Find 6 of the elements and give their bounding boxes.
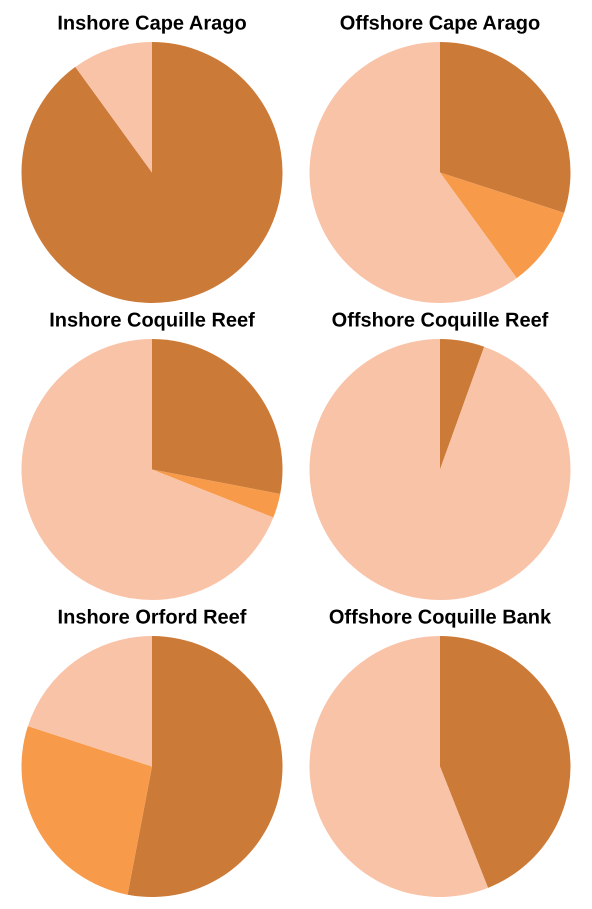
chart-title: Inshore Coquille Reef (49, 310, 256, 332)
chart-title: Offshore Coquille Reef (332, 310, 549, 332)
chart-title: Inshore Cape Arago (57, 12, 247, 35)
chart-title: Offshore Coquille Bank (328, 606, 552, 629)
chart-title: Inshore Orford Reef (58, 606, 247, 629)
chart-title: Offshore Cape Arago (340, 12, 540, 35)
